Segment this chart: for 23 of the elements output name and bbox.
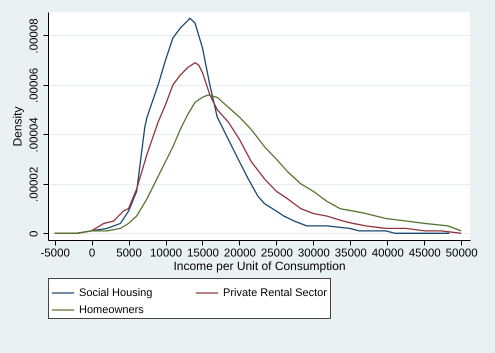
y-tick-label: .00008 bbox=[28, 18, 40, 54]
x-tick-label: 15000 bbox=[186, 248, 219, 260]
line-series bbox=[54, 94, 462, 234]
y-tick-label: 0 bbox=[28, 230, 40, 238]
legend-label: Social Housing bbox=[79, 287, 152, 299]
y-tick-label: .00006 bbox=[28, 68, 40, 104]
x-tick-label: 0 bbox=[88, 248, 96, 260]
y-tick-label: .00004 bbox=[28, 116, 40, 152]
x-tick-label: 40000 bbox=[372, 248, 404, 260]
x-tick-label: 20000 bbox=[224, 248, 256, 260]
x-axis-title: Income per Unit of Consumption bbox=[173, 259, 346, 273]
x-tick-label: 10000 bbox=[150, 248, 182, 260]
legend-label: Private Rental Sector bbox=[223, 287, 328, 299]
y-tick-label: .00002 bbox=[28, 166, 40, 202]
x-tick-label: 30000 bbox=[298, 248, 330, 260]
x-tick-label: 25000 bbox=[260, 248, 293, 260]
x-tick-label: 50000 bbox=[446, 248, 478, 260]
x-tick-label: 35000 bbox=[334, 248, 367, 260]
x-tick-label: -5000 bbox=[40, 248, 70, 260]
legend-label: Homeowners bbox=[79, 304, 144, 316]
y-axis-title: Density bbox=[10, 106, 24, 147]
x-tick-label: 5000 bbox=[116, 248, 142, 260]
x-tick-label: 45000 bbox=[408, 248, 441, 260]
